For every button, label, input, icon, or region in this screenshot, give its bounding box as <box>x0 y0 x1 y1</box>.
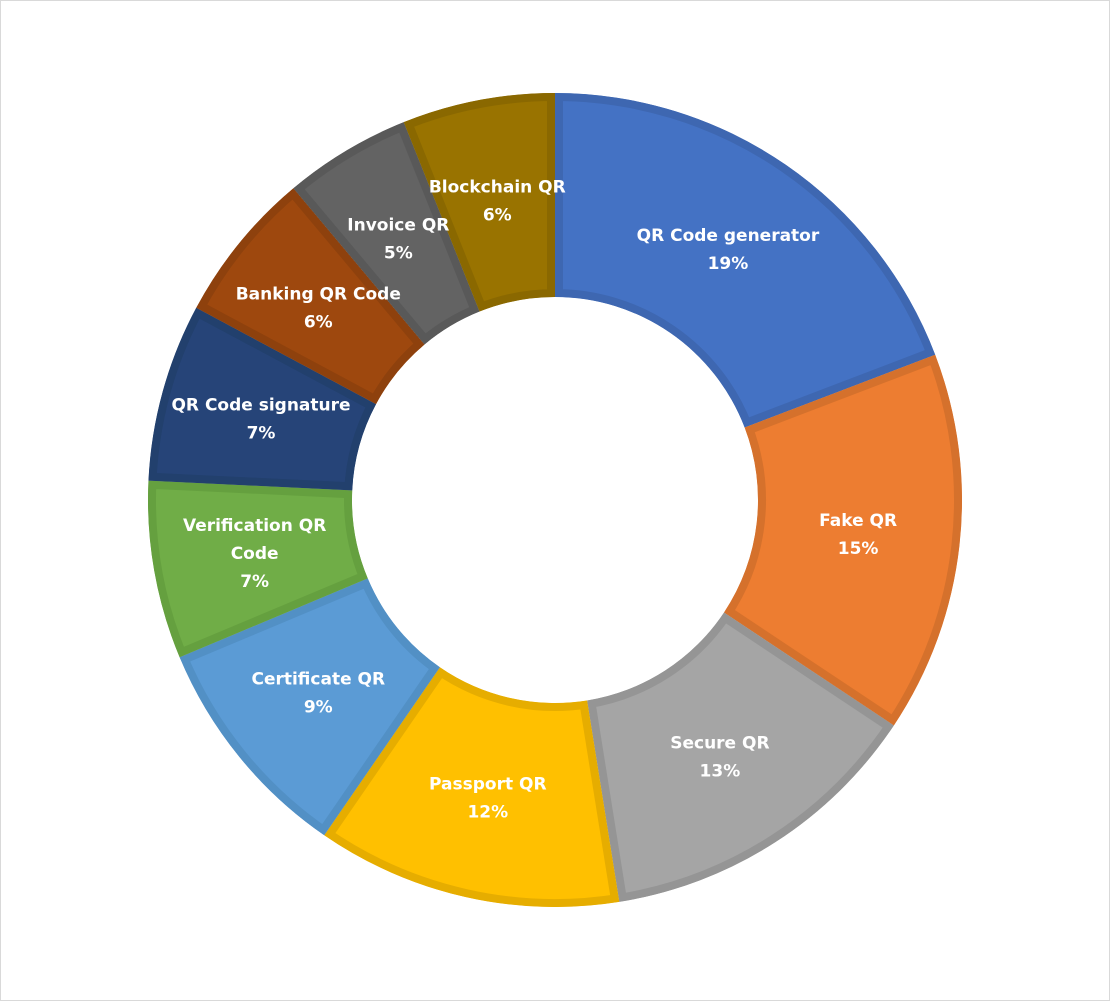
value-label: 9% <box>304 697 333 717</box>
value-label: 12% <box>467 803 508 823</box>
slice-label: Passport QR 12% <box>429 775 547 823</box>
slice-label: QR Code signature 7% <box>171 396 350 444</box>
slice-label: Verification QR Code 7% <box>183 516 326 592</box>
category-label: Blockchain QR <box>429 178 566 198</box>
slice-label: Invoice QR 5% <box>347 215 449 263</box>
category-label: Banking QR Code <box>236 285 401 305</box>
category-label: Secure QR <box>670 734 769 754</box>
value-label: 19% <box>708 254 749 274</box>
slice-label: Banking QR Code 6% <box>236 285 401 333</box>
category-label: Invoice QR <box>347 215 449 235</box>
category-label: Passport QR <box>429 775 547 795</box>
slice-label: Certificate QR 9% <box>251 669 385 717</box>
value-label: 6% <box>483 206 512 226</box>
value-label: 6% <box>304 313 333 333</box>
category-label: Fake QR <box>819 511 897 531</box>
slice-label: Secure QR 13% <box>670 734 769 782</box>
value-label: 13% <box>700 762 741 782</box>
value-label: 7% <box>247 424 276 444</box>
value-label: 15% <box>838 539 879 559</box>
category-label: QR Code generator <box>637 226 820 246</box>
value-label: 7% <box>240 572 269 592</box>
category-label: Certificate QR <box>251 669 385 689</box>
value-label: 5% <box>384 243 413 263</box>
category-label: Verification QR <box>183 516 326 536</box>
category-label: Code <box>231 544 279 564</box>
slice-label: Fake QR 15% <box>819 511 897 559</box>
category-label: QR Code signature <box>171 396 350 416</box>
slice-label: QR Code generator 19% <box>637 226 820 274</box>
slice-label: Blockchain QR 6% <box>429 178 566 226</box>
